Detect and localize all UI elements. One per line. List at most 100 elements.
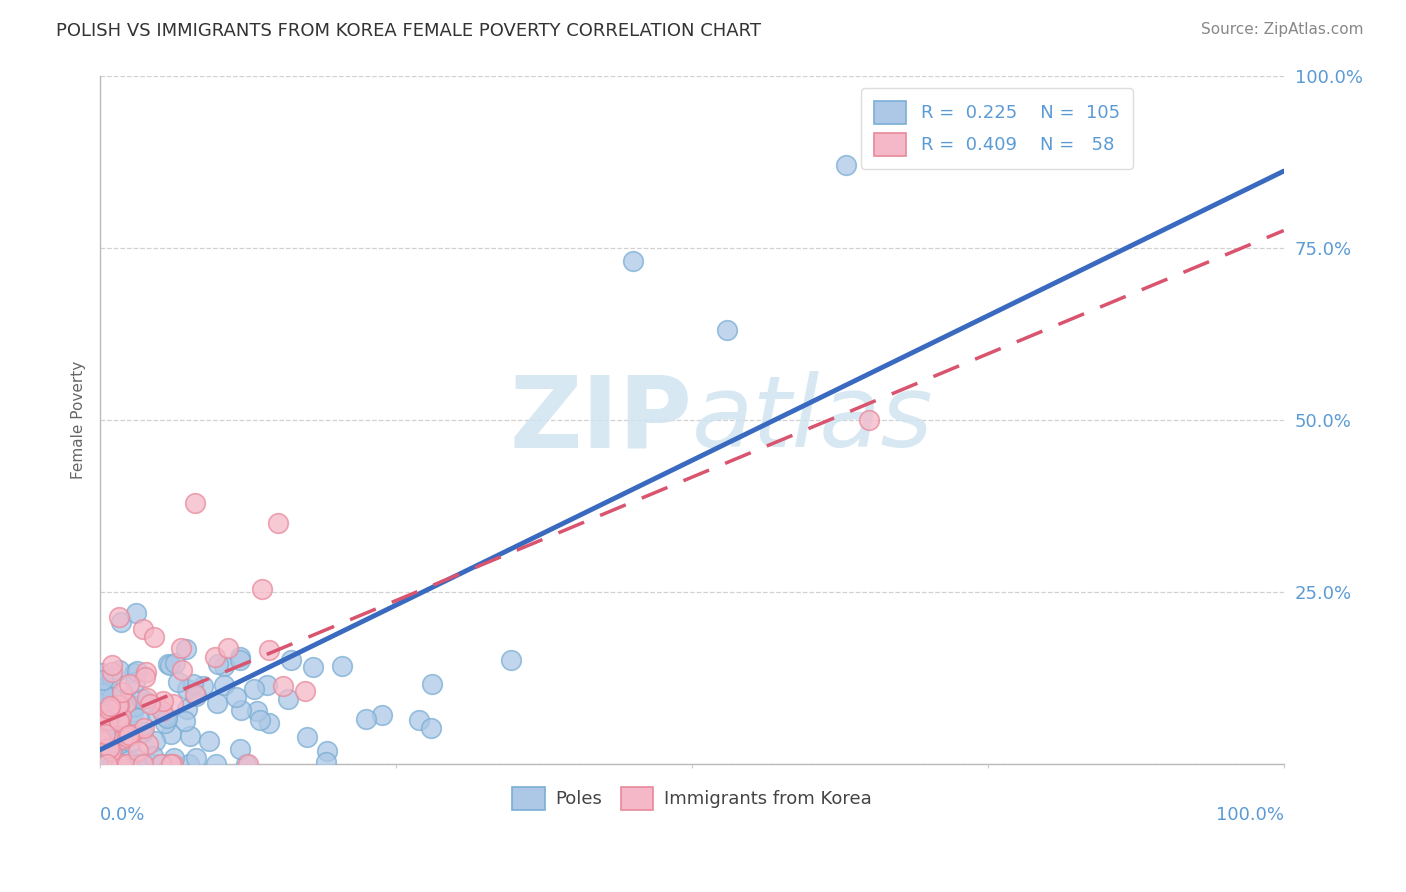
Point [90, 736, 112, 750]
Point [217, 640, 239, 655]
Point [132, 724, 155, 739]
Point [236, 757, 259, 772]
Point [124, 752, 146, 766]
Point [159, 727, 181, 741]
Point [121, 727, 143, 741]
Point [134, 721, 156, 735]
Point [159, 757, 181, 772]
Point [212, 659, 235, 673]
Point [93, 696, 115, 710]
Point [315, 755, 337, 769]
Point [91, 673, 114, 687]
Point [170, 641, 193, 656]
Point [249, 713, 271, 727]
Point [101, 707, 124, 722]
Point [242, 681, 264, 696]
Point [149, 757, 172, 772]
Point [103, 736, 125, 750]
Point [157, 657, 180, 671]
Point [271, 679, 294, 693]
Point [177, 756, 200, 771]
Y-axis label: Female Poverty: Female Poverty [72, 360, 86, 479]
Point [229, 653, 252, 667]
Point [118, 677, 141, 691]
Point [96, 679, 118, 693]
Point [245, 705, 267, 719]
Point [127, 757, 149, 772]
Point [231, 703, 253, 717]
Point [135, 695, 157, 709]
Point [112, 732, 135, 747]
Point [96, 718, 118, 732]
Point [105, 739, 128, 753]
Point [228, 742, 250, 756]
Point [107, 757, 129, 772]
Point [204, 650, 226, 665]
Point [115, 730, 138, 744]
Point [159, 757, 181, 772]
Point [91, 665, 114, 680]
Point [105, 757, 128, 772]
Text: 100.0%: 100.0% [1216, 805, 1284, 823]
Point [94, 727, 117, 741]
Point [174, 714, 197, 728]
Point [114, 697, 136, 711]
Point [294, 684, 316, 698]
Point [250, 582, 273, 596]
Point [205, 696, 228, 710]
Point [499, 653, 522, 667]
Point [90, 708, 112, 723]
Point [110, 615, 132, 630]
Point [96, 757, 118, 772]
Point [162, 698, 184, 712]
Point [330, 658, 353, 673]
Point [101, 665, 124, 680]
Point [94, 701, 117, 715]
Point [159, 657, 181, 672]
Point [120, 735, 142, 749]
Point [108, 731, 131, 746]
Point [229, 650, 252, 665]
Point [257, 643, 280, 657]
Point [91, 686, 114, 700]
Point [205, 757, 228, 772]
Point [90, 733, 112, 747]
Point [149, 757, 172, 772]
Point [127, 664, 149, 678]
Point [259, 715, 281, 730]
Point [176, 702, 198, 716]
Point [207, 657, 229, 671]
Point [136, 737, 159, 751]
Point [419, 721, 441, 735]
Point [108, 663, 131, 677]
Point [277, 691, 299, 706]
Point [100, 657, 122, 672]
Point [124, 699, 146, 714]
Point [98, 732, 121, 747]
Point [103, 733, 125, 747]
Point [93, 690, 115, 705]
Point [146, 707, 169, 722]
Point [266, 516, 288, 531]
Text: ZIP: ZIP [509, 371, 692, 468]
Point [858, 413, 880, 427]
Point [108, 609, 131, 624]
Point [125, 606, 148, 620]
Point [111, 692, 134, 706]
Point [302, 660, 325, 674]
Point [97, 722, 120, 736]
Point [108, 736, 131, 750]
Point [111, 684, 134, 698]
Point [153, 709, 176, 723]
Point [280, 653, 302, 667]
Point [110, 709, 132, 723]
Point [110, 757, 132, 772]
Point [142, 748, 165, 763]
Point [121, 705, 143, 719]
Point [96, 708, 118, 723]
Point [256, 678, 278, 692]
Legend: Poles, Immigrants from Korea: Poles, Immigrants from Korea [505, 780, 879, 817]
Point [100, 744, 122, 758]
Point [191, 679, 214, 693]
Point [108, 698, 131, 712]
